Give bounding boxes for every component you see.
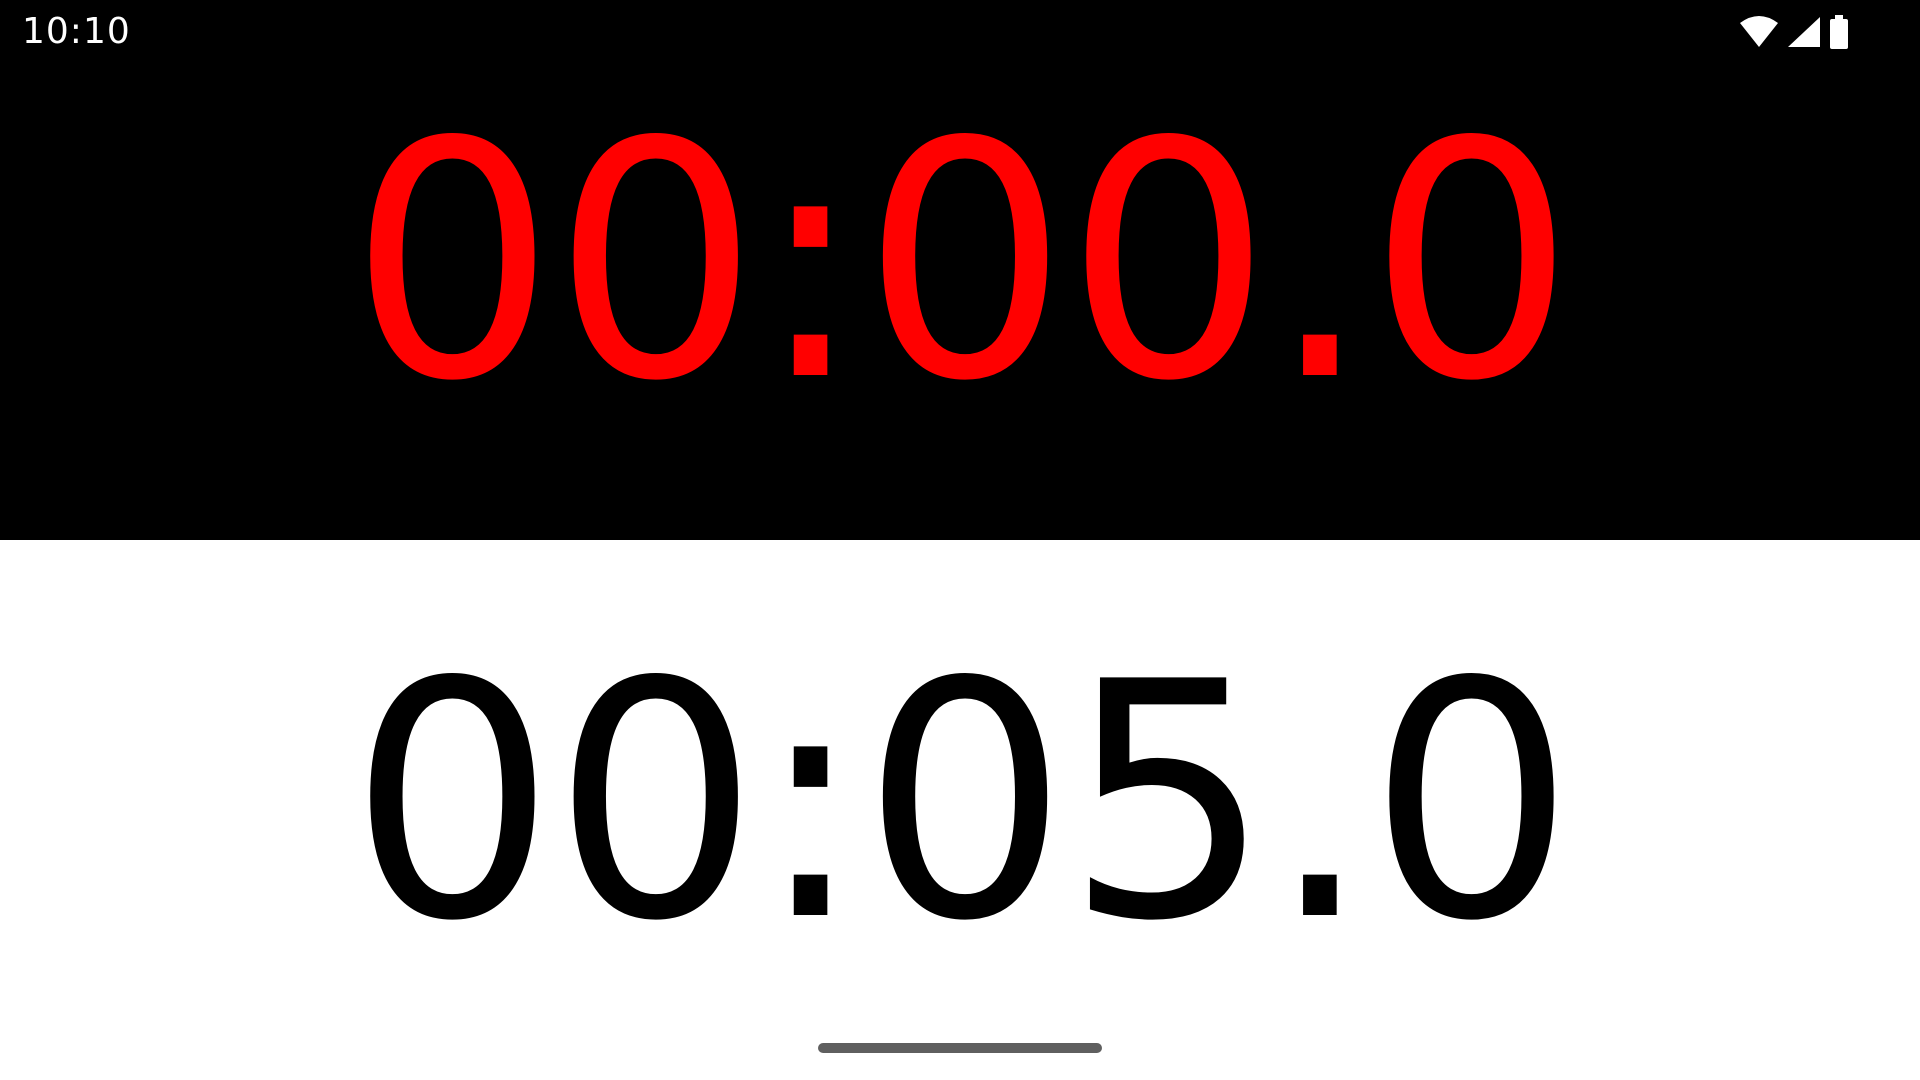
primary-timer-display: 00:00.0	[348, 72, 1576, 452]
primary-timer-panel[interactable]: 10:10 00:00.0	[0, 0, 1920, 540]
secondary-timer-panel[interactable]: 00:05.0	[0, 540, 1920, 1080]
wifi-icon	[1738, 15, 1780, 49]
home-indicator[interactable]	[818, 1043, 1102, 1053]
status-bar-time: 10:10	[22, 11, 131, 52]
secondary-timer-display: 00:05.0	[348, 612, 1576, 992]
battery-icon	[1828, 14, 1850, 50]
status-bar-icons	[1738, 12, 1850, 52]
cell-signal-icon	[1786, 15, 1822, 49]
